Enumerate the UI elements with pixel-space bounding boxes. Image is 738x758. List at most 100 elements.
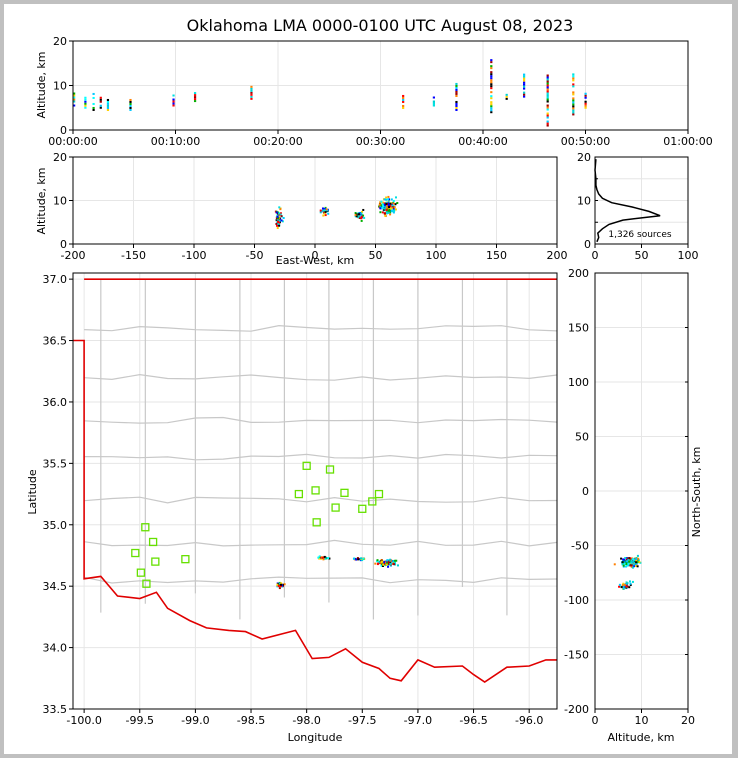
lma-station-marker (131, 548, 140, 558)
ta-source-point (572, 99, 575, 102)
plan-x-tick-label: -96.5 (459, 714, 487, 727)
ta-source-point (73, 96, 76, 99)
ns-source-point (627, 559, 630, 562)
plan-source-point (395, 559, 398, 562)
ew-source-point (389, 207, 392, 210)
ns-source-point (621, 563, 624, 566)
lma-station-marker (331, 503, 340, 512)
ew-source-point (276, 227, 279, 230)
ta-source-point (432, 96, 435, 99)
ta-source-point (546, 112, 549, 115)
ta-source-point (73, 94, 76, 97)
ew-source-point (275, 211, 278, 214)
ew-y-tick-label: 20 (53, 151, 67, 164)
ta-source-point (584, 94, 587, 97)
ew-source-point (383, 206, 386, 209)
plan-x-tick-label: -99.5 (126, 714, 154, 727)
lma-station-marker (325, 465, 335, 474)
ns-source-point (636, 560, 639, 563)
ta-x-tick-label: 01:00:00 (663, 135, 712, 148)
plan-source-point (277, 584, 280, 587)
ew-source-point (277, 221, 280, 224)
ta-source-point (572, 107, 575, 110)
ns-source-point (622, 562, 625, 565)
plan-source-point (382, 562, 385, 565)
ta-source-point (572, 109, 575, 112)
ew-source-point (278, 206, 281, 209)
ta-source-point (455, 88, 458, 91)
ta-x-tick-label: 00:10:00 (151, 135, 200, 148)
ew-source-point (389, 202, 392, 205)
ns-source-point (632, 563, 635, 566)
ns-source-point (623, 558, 626, 561)
ta-source-point (73, 98, 76, 101)
ns-source-point (629, 557, 632, 560)
plan-source-point (281, 584, 284, 587)
ns-source-point (624, 556, 627, 559)
ew-x-tick-label: -200 (61, 249, 86, 262)
plan-x-tick-label: -96.0 (515, 714, 543, 727)
ta-source-point (106, 102, 110, 105)
ew-source-point (324, 208, 327, 211)
ta-source-point (432, 102, 435, 105)
ta-source-point (523, 95, 526, 98)
ta-source-point (490, 67, 493, 70)
ta-source-point (250, 95, 253, 98)
ew-source-point (357, 214, 360, 217)
ta-source-point (523, 77, 526, 80)
plan-source-point (357, 558, 360, 561)
hist-y-tick-label: 0 (584, 238, 591, 251)
ta-source-point (99, 98, 102, 101)
ew-x-tick-label: 200 (547, 249, 568, 262)
plan-y-tick-label: 37.0 (43, 273, 68, 286)
ew-source-point (382, 208, 385, 211)
ta-source-point (572, 91, 575, 94)
ta-source-point (523, 93, 526, 96)
ns-source-point (637, 559, 640, 562)
ew-source-point (390, 204, 393, 207)
ta-source-point (584, 106, 587, 109)
hist-x-tick-label: 0 (592, 249, 599, 262)
ew-x-tick-label: 0 (312, 249, 319, 262)
ew-source-point (385, 204, 388, 207)
ta-source-point (84, 106, 87, 109)
ns-source-point (625, 585, 628, 588)
ns-source-point (624, 562, 627, 565)
plan-source-point (391, 560, 394, 563)
plan-source-point (280, 582, 283, 585)
ew-source-point (360, 217, 363, 220)
county-boundaries (84, 279, 558, 620)
lma-station-marker (358, 504, 367, 513)
ta-source-point (546, 100, 549, 103)
ew-source-point (382, 205, 385, 208)
ta-source-point (455, 84, 458, 87)
ew-source-point (392, 207, 395, 210)
ns-source-point (620, 586, 623, 589)
ta-source-point (455, 102, 458, 105)
plan-source-point (382, 563, 385, 566)
plan-x-tick-label: -97.5 (348, 714, 376, 727)
ew-source-point (378, 203, 381, 206)
ta-source-point (490, 91, 493, 94)
ew-source-point (354, 214, 357, 217)
ta-source-point (99, 100, 102, 103)
ta-source-point (92, 106, 95, 109)
ta-source-point (193, 92, 197, 95)
ta-source-point (402, 98, 405, 101)
ta-source-point (572, 97, 575, 100)
ns-source-point (635, 559, 638, 562)
ew-source-point (387, 202, 390, 205)
ns-source-point (632, 558, 635, 561)
ns-source-point (631, 580, 634, 583)
ns-source-point (628, 580, 631, 583)
ew-source-point (385, 196, 388, 199)
ta-source-point (490, 81, 493, 84)
lma-station-marker (311, 486, 320, 495)
plan-source-point (280, 585, 283, 588)
plan-source-point (393, 559, 396, 562)
ew-source-point (357, 212, 360, 215)
ew-source-point (391, 202, 394, 205)
ta-source-point (546, 90, 549, 93)
ta-source-point (129, 106, 132, 109)
ew-source-point (383, 204, 386, 207)
